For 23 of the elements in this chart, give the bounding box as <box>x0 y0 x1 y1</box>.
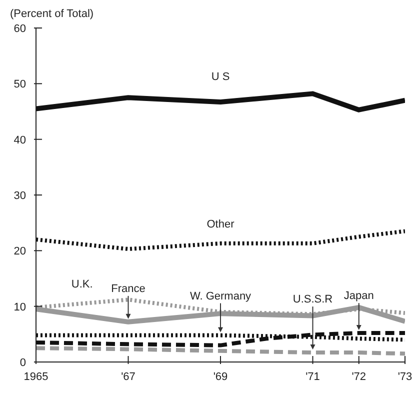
y-tick-label: 20 <box>14 246 26 258</box>
y-tick-label: 40 <box>14 134 26 146</box>
x-tick-label: '72 <box>352 371 366 383</box>
line-series <box>36 331 405 348</box>
x-tick-label: '71 <box>306 371 320 383</box>
y-tick-label: 0 <box>20 357 26 369</box>
series-label: U S <box>211 71 230 84</box>
y-tick-label: 50 <box>14 78 26 91</box>
text: Japan <box>344 290 374 302</box>
x-tick-label: 1965 <box>24 371 48 383</box>
text: W. Germany <box>190 290 252 302</box>
text: U.S.S.R <box>292 294 333 306</box>
y-tick-label: 30 <box>14 190 26 202</box>
line-series <box>36 229 405 251</box>
y-tick-label: 60 <box>14 23 26 35</box>
series-label: Other <box>206 218 235 230</box>
y-axis-title: (Percent of Total) <box>10 8 95 20</box>
series-label: U.K. <box>71 278 93 291</box>
x-tick-label: '73 <box>398 371 412 383</box>
x-tick-label: '67 <box>121 371 136 383</box>
y-tick-label: 10 <box>14 301 26 314</box>
text: France <box>111 282 146 295</box>
x-tick-label: '69 <box>213 371 228 383</box>
